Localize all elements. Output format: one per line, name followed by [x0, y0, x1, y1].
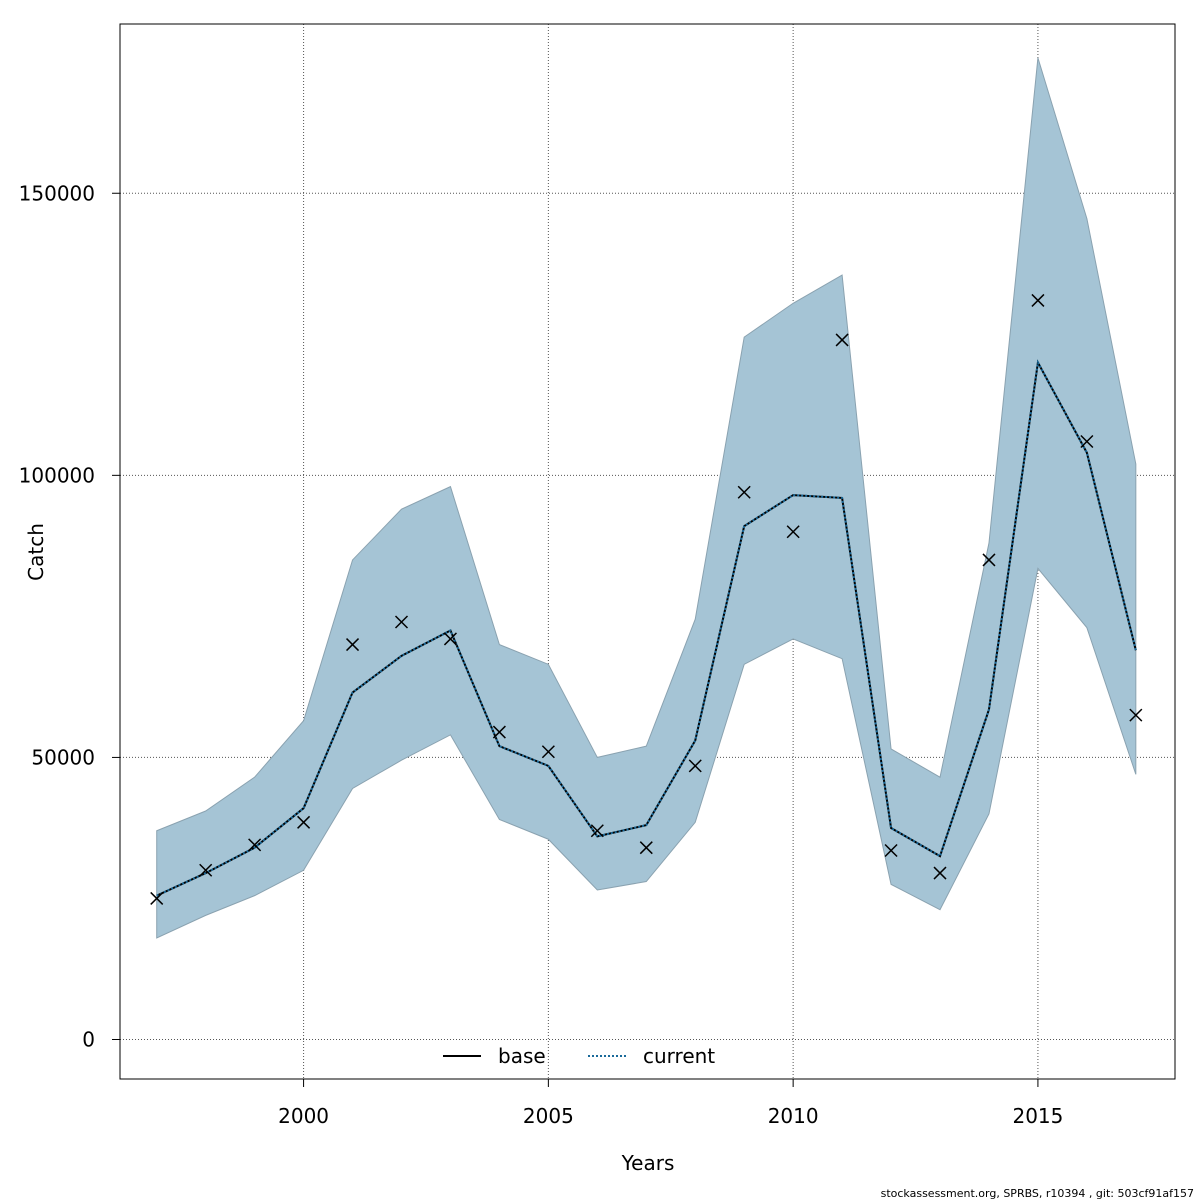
plot-frame: [119, 23, 1176, 1080]
x-tick-label: 2005: [523, 1104, 574, 1128]
footer-credit: stockassessment.org, SPRBS, r10394 , git…: [881, 1187, 1194, 1200]
legend: base current: [443, 1044, 715, 1068]
observed-point-stroke: [1080, 434, 1094, 449]
y-tick-label: 50000: [31, 745, 95, 769]
series-lines-layer: [156, 359, 1137, 897]
observed-point-stroke: [737, 485, 751, 499]
observed-point: [982, 553, 996, 567]
observed-point-stroke: [541, 745, 555, 759]
confidence-band: [156, 57, 1137, 939]
observed-point: [297, 815, 311, 829]
y-axis: 0 50000 100000 150000: [19, 181, 120, 1052]
observed-point: [541, 745, 555, 759]
y-tick-label: 0: [82, 1028, 95, 1052]
x-tick-label: 2015: [1012, 1104, 1063, 1128]
observed-point-stroke: [346, 638, 360, 652]
observed-point: [1031, 293, 1045, 307]
observed-point-stroke: [443, 632, 457, 646]
y-tick-label: 100000: [19, 463, 95, 487]
observed-point: [492, 725, 506, 739]
observed-point-stroke: [884, 843, 898, 858]
x-tick-label: 2010: [768, 1104, 819, 1128]
observed-point: [590, 824, 604, 838]
observed-point: [150, 891, 164, 905]
observed-point: [394, 615, 409, 629]
observed-point-stroke: [590, 824, 604, 838]
observed-point: [199, 863, 213, 877]
observed-point: [443, 632, 457, 646]
observed-point: [346, 638, 360, 652]
observed-point: [933, 866, 947, 880]
observed-point-stroke: [786, 525, 800, 539]
observed-point-stroke: [394, 615, 409, 629]
x-tick-label: 2000: [278, 1104, 329, 1128]
observed-point: [688, 759, 702, 773]
observed-point-stroke: [688, 759, 702, 773]
observed-point: [639, 841, 653, 855]
confidence-band-layer: [156, 57, 1137, 939]
observed-point: [1129, 708, 1143, 722]
observed-point-stroke: [1031, 293, 1045, 307]
observed-point: [835, 333, 849, 347]
observed-markers-layer: [150, 293, 1143, 905]
y-tick-label: 150000: [19, 181, 95, 205]
observed-point-stroke: [150, 891, 164, 905]
observed-point-stroke: [982, 553, 996, 567]
observed-point: [1080, 434, 1094, 449]
observed-point-stroke: [835, 333, 849, 347]
legend-label-base: base: [498, 1044, 546, 1068]
observed-point: [884, 843, 898, 858]
observed-point-stroke: [639, 841, 653, 855]
legend-label-current: current: [643, 1044, 715, 1068]
x-axis: 2000 2005 2010 2015: [278, 1079, 1063, 1128]
observed-point-stroke: [199, 863, 213, 877]
x-axis-title: Years: [621, 1151, 675, 1175]
series-line-current: [156, 359, 1137, 897]
observed-point-stroke: [248, 838, 262, 852]
y-axis-title: Catch: [24, 523, 48, 581]
observed-point-stroke: [492, 725, 506, 739]
observed-point: [737, 485, 751, 499]
observed-point-stroke: [1129, 708, 1143, 722]
observed-point-stroke: [297, 815, 311, 829]
observed-point-stroke: [933, 866, 947, 880]
observed-point: [786, 525, 800, 539]
observed-point: [248, 838, 262, 852]
